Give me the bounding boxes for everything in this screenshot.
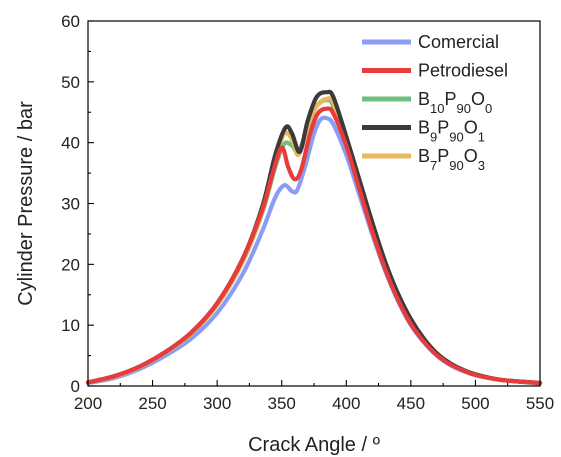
- y-tick-label: 60: [61, 12, 80, 31]
- axis-ticks: 200 250 300 350 400 450 500 550 0 10 20 30 40 50 60: [61, 12, 554, 413]
- x-tick-label: 350: [268, 394, 296, 413]
- y-tick-label: 30: [61, 195, 80, 214]
- y-tick-label: 0: [71, 377, 80, 396]
- series-line-2: [85, 97, 543, 386]
- x-tick-label: 450: [397, 394, 425, 413]
- x-tick-label: 200: [74, 394, 102, 413]
- series-line-1: [85, 106, 543, 386]
- legend-label-2: B10P90O0: [418, 89, 492, 116]
- y-tick-label: 40: [61, 134, 80, 153]
- x-tick-label: 250: [138, 394, 166, 413]
- y-axis-title: Cylinder Pressure / bar: [15, 101, 37, 306]
- legend-label-4: B7P90O3: [418, 146, 485, 173]
- legend-label-0: Comercial: [418, 32, 499, 52]
- legend: Comercial Petrodiesel B10P90O0B9P90O1B7P90…: [362, 32, 508, 173]
- y-tick-label: 20: [61, 255, 80, 274]
- legend-label-1: Petrodiesel: [418, 61, 508, 81]
- y-tick-label: 10: [61, 316, 80, 335]
- x-tick-label: 550: [526, 394, 554, 413]
- x-tick-label: 400: [332, 394, 360, 413]
- legend-label-3: B9P90O1: [418, 118, 485, 145]
- x-tick-label: 500: [461, 394, 489, 413]
- y-tick-label: 50: [61, 73, 80, 92]
- x-tick-label: 300: [203, 394, 231, 413]
- plot-lines: [85, 89, 543, 386]
- x-axis-title: Crack Angle / º: [248, 434, 381, 456]
